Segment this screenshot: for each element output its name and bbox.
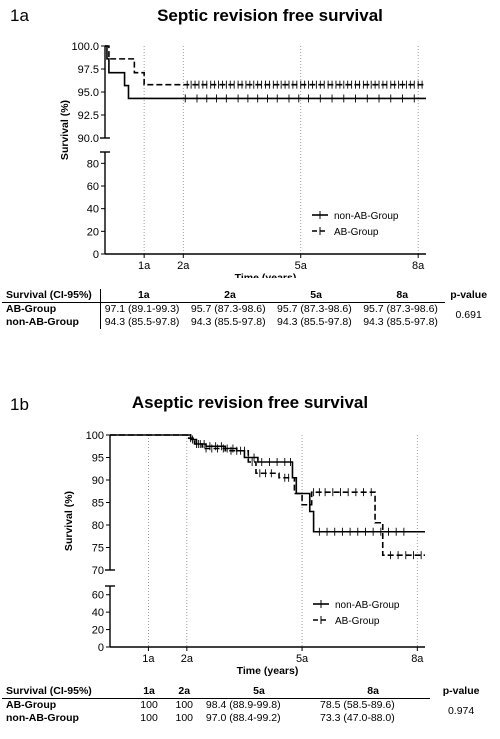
panel-label-1a: 1a <box>10 6 29 25</box>
table-cell: 94.3 (85.5-97.8) <box>99 316 187 329</box>
table-row-label: non-AB-Group <box>6 712 79 724</box>
aseptic-survival-chart: 100 95 90 85 80 75 70 60 40 20 0 1a 2a 5a 8a Time (year… <box>63 430 425 677</box>
table-row: AB-Group 100 100 98.4 (88.9-99.8) 78.5 (… <box>2 699 492 717</box>
table-cell: 100 <box>140 699 158 711</box>
table-cell: 100 <box>175 712 194 724</box>
x-tick-label: 2a <box>177 260 190 272</box>
table-header-cell: 2a <box>166 685 202 699</box>
table-cell: 97.0 (88.4-99.2) <box>205 712 281 724</box>
table-cell: 95.7 (87.3-98.6) <box>277 303 352 315</box>
y-tick-label: 80 <box>87 158 99 170</box>
septic-survival-chart: 100.0 97.5 95.0 92.5 90.0 80 60 40 20 0 1a 2a 5a 8a Ti… <box>59 41 426 278</box>
y-tick-label: 75 <box>92 543 104 555</box>
x-tick-label: 1a <box>138 260 151 272</box>
table-header-cell: p-value <box>450 289 488 302</box>
p-value: 0.691 <box>455 309 482 322</box>
p-value: 0.974 <box>447 705 475 718</box>
panel-label-1b: 1b <box>10 395 29 414</box>
aseptic-survival-table: Survival (CI-95%) 1a 2a 5a 8a p-value AB… <box>2 685 492 725</box>
table-cell: 95.7 (87.3-98.6) <box>363 303 438 315</box>
table-row: non-AB-Group 94.3 (85.5-97.8) 94.3 (85.5… <box>2 316 492 329</box>
table-header-cell: 2a <box>186 289 274 303</box>
x-tick-label: 5a <box>296 653 309 665</box>
table-header-cell: 5a <box>201 685 317 699</box>
x-tick-label: 8a <box>411 653 424 665</box>
y-tick-label: 90 <box>92 475 104 487</box>
chart-title-septic: Septic revision free survival <box>157 6 383 25</box>
y-tick-label: 60 <box>92 590 104 602</box>
table-header-cell: 1a <box>131 685 167 699</box>
table-row: non-AB-Group 100 100 97.0 (88.4-99.2) 73… <box>2 712 492 725</box>
legend-label: AB-Group <box>335 616 380 627</box>
table-row-label: AB-Group <box>6 303 57 315</box>
x-axis-title: Time (years) <box>235 272 297 278</box>
km-curve-ab-group <box>110 434 425 556</box>
septic-survival-table: Survival (CI-95%) 1a 2a 5a 8a p-value AB… <box>2 289 492 329</box>
table-header-cell: 1a <box>99 289 187 303</box>
table-cell: 73.3 (47.0-88.0) <box>320 712 395 724</box>
km-curve-ab-group <box>105 45 426 86</box>
table-row: AB-Group 97.1 (89.1-99.3) 95.7 (87.3-98.… <box>2 302 492 321</box>
km-curve-non-ab-group <box>105 45 426 100</box>
y-tick-label: 95 <box>92 453 104 465</box>
y-axis-title: Survival (%) <box>59 100 71 160</box>
y-axis-title: Survival (%) <box>63 491 75 551</box>
y-tick-label: 92.5 <box>78 110 99 122</box>
table-cell: 98.4 (88.9-99.8) <box>205 699 281 711</box>
table-cell: 94.3 (85.5-97.8) <box>363 316 438 328</box>
table-header-cell: Survival (CI-95%) <box>2 685 132 699</box>
y-tick-label: 20 <box>92 625 104 637</box>
legend-label: non-AB-Group <box>334 211 399 222</box>
y-tick-label: 100 <box>86 430 104 442</box>
table-cell: 95.7 (87.3-98.6) <box>190 303 266 315</box>
table-row-label: non-AB-Group <box>6 316 79 328</box>
y-tick-label: 95.0 <box>78 87 99 99</box>
x-tick-label: 8a <box>412 260 425 272</box>
x-axis-title: Time (years) <box>237 665 299 677</box>
y-tick-label: 100.0 <box>71 41 99 53</box>
table-cell: 94.3 (85.5-97.8) <box>277 316 352 328</box>
x-tick-label: 1a <box>142 653 155 665</box>
table-cell: 100 <box>140 712 158 724</box>
y-tick-label: 0 <box>98 642 104 654</box>
legend-label: AB-Group <box>334 227 379 238</box>
y-tick-label: 70 <box>92 565 104 577</box>
x-tick-label: 2a <box>181 653 194 665</box>
y-tick-label: 85 <box>92 498 104 510</box>
y-tick-label: 80 <box>92 520 104 532</box>
y-tick-label: 40 <box>87 204 99 216</box>
table-header-cell: 8a <box>359 289 446 303</box>
y-tick-label: 20 <box>87 226 99 238</box>
y-tick-label: 90.0 <box>78 133 99 145</box>
table-header-cell: 8a <box>316 685 431 699</box>
y-tick-label: 60 <box>87 181 99 193</box>
table-header-cell: 5a <box>273 289 360 303</box>
table-cell: 94.3 (85.5-97.8) <box>190 316 266 328</box>
chart-title-aseptic: Aseptic revision free survival <box>131 393 369 412</box>
y-tick-label: 40 <box>92 607 104 619</box>
legend-label: non-AB-Group <box>335 600 400 611</box>
y-tick-label: 97.5 <box>78 64 99 76</box>
table-cell: 100 <box>175 699 194 711</box>
table-header-cell: Survival (CI-95%) <box>2 289 101 303</box>
table-row-label: AB-Group <box>6 699 57 711</box>
table-header-cell: p-value <box>442 685 480 698</box>
table-cell: 78.5 (58.5-89.6) <box>320 699 395 711</box>
x-tick-label: 5a <box>295 260 308 272</box>
y-tick-label: 0 <box>93 249 99 261</box>
table-cell: 97.1 (89.1-99.3) <box>99 302 187 316</box>
km-curve-non-ab-group <box>110 434 425 533</box>
